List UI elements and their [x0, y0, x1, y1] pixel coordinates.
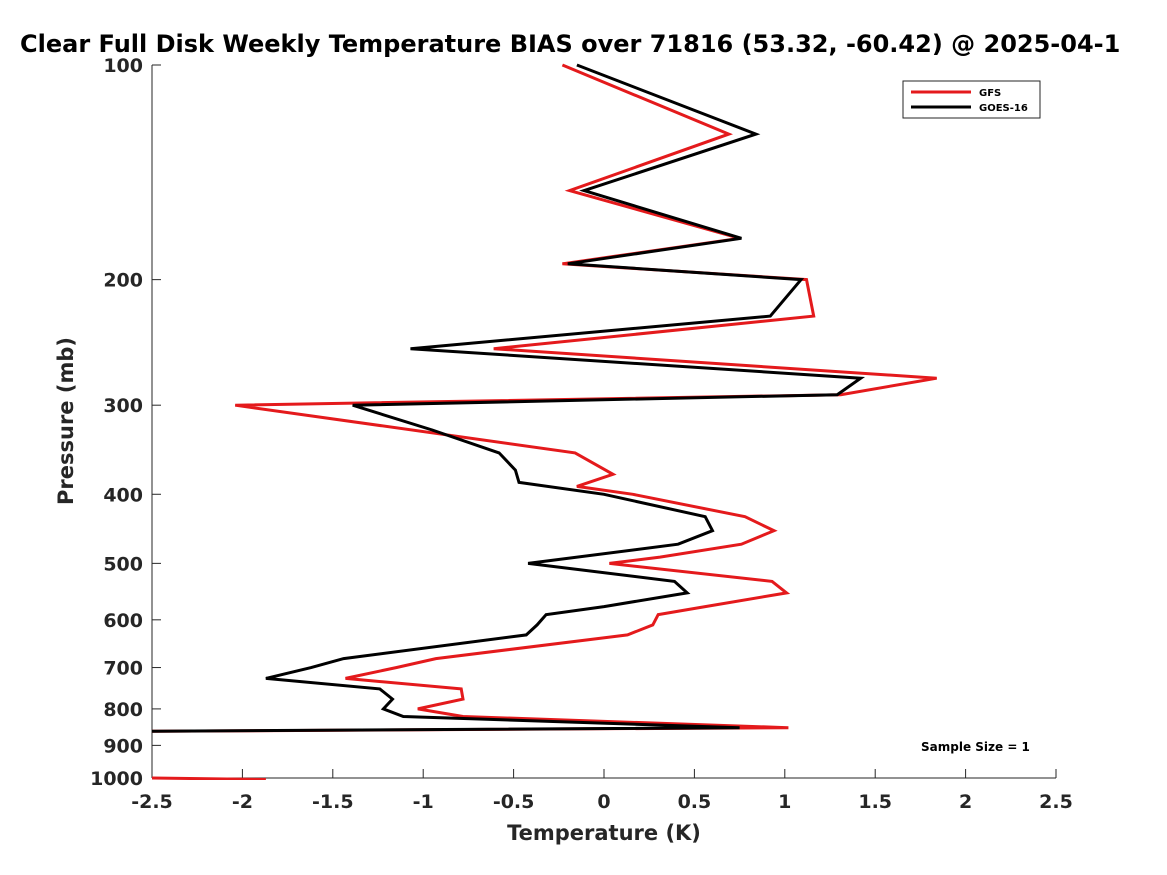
series-line-gfs-surface: [152, 776, 266, 780]
legend-label-goes-16: GOES-16: [979, 103, 1028, 114]
series-line-goes-16: [152, 63, 866, 733]
legend-label-gfs: GFS: [979, 88, 1001, 99]
x-tick-label: 2: [959, 791, 972, 813]
sample-size-note: Sample Size = 1: [921, 740, 1030, 754]
x-tick-label: -1.5: [312, 791, 354, 813]
axes: -2.5 -2 -1.5 -1 -0.5 0 0.5 1 1.5 2 2.5 100 200 300 400…: [90, 55, 1073, 813]
x-tick-label: 1.5: [858, 791, 892, 813]
y-tick-label: 700: [103, 658, 143, 680]
y-tick-label: 200: [103, 270, 143, 292]
chart-title: Clear Full Disk Weekly Temperature BIAS …: [20, 30, 1120, 58]
y-tick-label: 500: [103, 553, 143, 575]
x-tick-label: -2: [232, 791, 253, 813]
series-layer: [152, 63, 937, 780]
series-line-gfs: [152, 63, 937, 733]
y-axis-label: Pressure (mb): [54, 337, 78, 505]
y-tick-label: 800: [103, 699, 143, 721]
x-tick-label: -2.5: [131, 791, 173, 813]
y-tick-label: 600: [103, 610, 143, 632]
x-tick-label: -0.5: [493, 791, 535, 813]
x-axis-label: Temperature (K): [507, 821, 701, 845]
x-tick-label: -1: [413, 791, 434, 813]
y-tick-label: 100: [103, 55, 143, 77]
x-tick-label: 1: [778, 791, 791, 813]
legend: GFS GOES-16: [902, 80, 1041, 119]
y-tick-label: 900: [103, 735, 143, 757]
plot-area: [152, 63, 937, 780]
legend-box: [902, 80, 1041, 119]
x-tick-label: 0: [597, 791, 610, 813]
x-tick-label: 0.5: [678, 791, 712, 813]
y-tick-label: 300: [103, 395, 143, 417]
y-tick-label: 1000: [90, 768, 143, 790]
y-tick-label: 400: [103, 484, 143, 506]
x-tick-label: 2.5: [1039, 791, 1073, 813]
